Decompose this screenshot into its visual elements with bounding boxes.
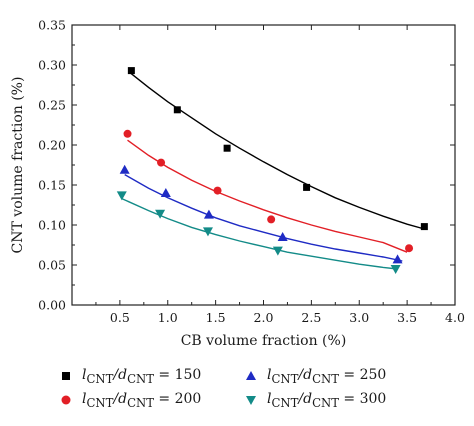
legend-marker-circle-icon (61, 395, 71, 405)
data-point-series-0 (173, 106, 181, 114)
legend-marker-triangle-up-icon (246, 371, 256, 380)
data-point-series-1 (213, 186, 222, 195)
legend-item-150: lCNT/dCNT = 150 (58, 366, 201, 386)
data-point-series-2 (203, 209, 214, 219)
data-point-series-1 (405, 244, 414, 253)
fit-curve-series-0 (128, 71, 425, 230)
legend-item-200: lCNT/dCNT = 200 (58, 390, 201, 410)
legend-label: lCNT/dCNT = 150 (82, 366, 202, 386)
y-axis-title: CNT volume fraction (%) (10, 77, 26, 254)
data-point-series-3 (390, 265, 401, 274)
x-tick-label: 3.0 (349, 310, 369, 325)
x-tick-label: 2.5 (301, 310, 321, 325)
data-point-series-2 (160, 188, 171, 197)
fit-curve-series-2 (124, 173, 403, 262)
y-tick-label: 0.35 (38, 18, 66, 33)
fit-curve-series-1 (127, 139, 408, 253)
data-point-series-3 (202, 227, 213, 237)
y-tick-label: 0.20 (38, 138, 66, 153)
data-point-series-1 (123, 129, 132, 138)
x-tick-label: 1.0 (158, 310, 178, 325)
x-tick-label: 3.5 (397, 310, 417, 325)
x-tick-label: 2.0 (254, 310, 274, 325)
axis-ticks: 0.5 1.0 1.5 2.0 2.5 3.0 3.5 4.0 0.00 0.05 0.10 0.15… (38, 18, 465, 326)
data-markers (116, 67, 428, 274)
data-point-series-1 (157, 158, 166, 167)
fit-lines (121, 71, 425, 270)
x-tick-label: 4.0 (445, 310, 465, 325)
y-tick-label: 0.10 (38, 218, 66, 233)
legend: lCNT/dCNT = 150 lCNT/dCNT = 200 lCNT/dCN… (58, 362, 458, 422)
x-tick-label: 1.5 (206, 310, 226, 325)
data-point-series-2 (277, 232, 288, 241)
data-point-series-2 (119, 164, 130, 174)
y-tick-label: 0.25 (38, 98, 66, 113)
data-point-series-2 (392, 254, 403, 264)
data-point-series-3 (116, 191, 127, 201)
y-tick-label: 0.30 (38, 58, 66, 73)
x-axis-title: CB volume fraction (%) (181, 333, 347, 349)
legend-label: lCNT/dCNT = 200 (82, 390, 202, 410)
data-point-series-0 (420, 223, 428, 231)
legend-label: lCNT/dCNT = 250 (267, 366, 387, 386)
x-tick-label: 0.5 (110, 310, 130, 325)
legend-label: lCNT/dCNT = 300 (267, 390, 387, 410)
legend-item-300: lCNT/dCNT = 300 (243, 390, 386, 410)
data-point-series-0 (303, 183, 311, 191)
data-point-series-3 (155, 209, 166, 219)
data-point-series-1 (267, 215, 276, 224)
data-point-series-0 (127, 67, 135, 75)
legend-marker-square-icon (62, 372, 70, 380)
y-tick-label: 0.05 (38, 258, 66, 273)
data-point-series-0 (223, 144, 231, 152)
data-point-series-3 (272, 246, 283, 256)
fit-curve-series-3 (121, 197, 398, 270)
legend-marker-triangle-down-icon (246, 396, 256, 405)
y-tick-label: 0.00 (38, 298, 66, 313)
legend-item-250: lCNT/dCNT = 250 (243, 366, 386, 386)
y-tick-label: 0.15 (38, 178, 66, 193)
